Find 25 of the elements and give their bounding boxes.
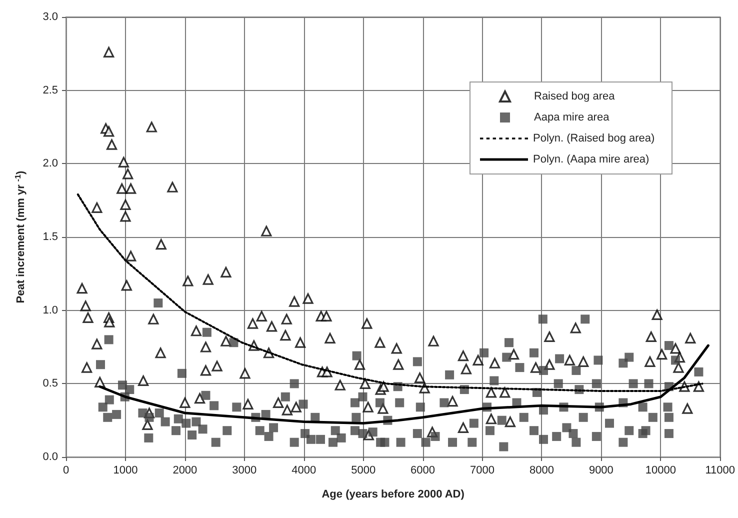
legend-label: Polyn. (Raised bog area) [533,132,655,144]
y-tick-label: 0.5 [42,378,58,390]
x-tick-label: 4000 [292,464,316,476]
y-tick-label: 1.0 [42,304,58,316]
y-tick-label: 2.0 [42,158,58,170]
x-tick-label: 6000 [410,464,436,476]
x-tick-label: 8000 [529,464,554,476]
x-tick-label: 3000 [232,464,257,476]
y-tick-label: 3.0 [42,11,58,23]
x-tick-label: 1000 [113,464,138,476]
x-tick-label: 7000 [470,464,494,476]
x-axis-title: Age (years before 2000 AD) [322,488,465,500]
legend-label: Aapa mire area [534,112,610,124]
y-axis-title: Peat increment (mm yr -1) [14,170,27,304]
legend-label: Polyn. (Aapa mire area) [533,154,650,166]
x-tick-label: 10000 [645,464,676,476]
y-tick-label: 0.0 [42,451,58,463]
x-tick-label: 9000 [588,464,614,476]
x-tick-label: 5000 [351,464,376,476]
y-tick-label: 2.5 [42,84,58,96]
legend-label: Raised bog area [534,90,616,102]
x-tick-label: 2000 [172,464,198,476]
y-tick-label: 1.5 [42,231,58,243]
x-tick-label: 11000 [705,464,736,476]
x-tick-label: 0 [62,464,70,476]
